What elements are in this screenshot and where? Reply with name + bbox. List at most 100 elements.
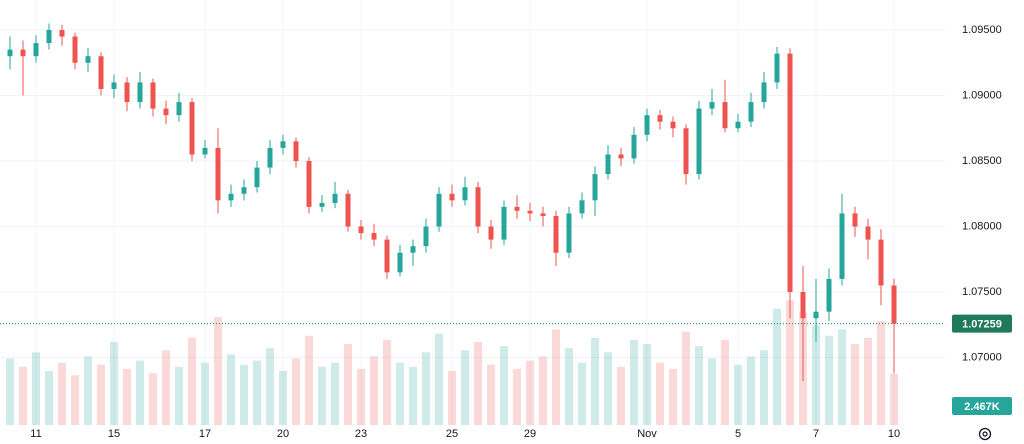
x-tick-label: Nov bbox=[637, 428, 657, 440]
candle-body bbox=[46, 30, 52, 44]
candle-body bbox=[33, 43, 39, 57]
volume-bar bbox=[409, 366, 417, 425]
volume-bar bbox=[513, 368, 521, 425]
candle-body bbox=[761, 82, 767, 103]
candle-body bbox=[98, 56, 104, 89]
candle-body bbox=[527, 210, 533, 214]
volume-bar bbox=[682, 331, 690, 425]
volume-bar bbox=[617, 366, 625, 425]
volume-bar bbox=[435, 333, 443, 425]
candle-body bbox=[878, 239, 884, 286]
volume-bar bbox=[877, 321, 885, 425]
volume-bar bbox=[500, 346, 508, 425]
candle-body bbox=[618, 154, 624, 159]
candle-body bbox=[397, 252, 403, 273]
volume-bar bbox=[136, 360, 144, 425]
candle-body bbox=[319, 202, 325, 207]
candle-body bbox=[410, 246, 416, 253]
candle-body bbox=[111, 82, 117, 89]
volume-bar bbox=[448, 371, 456, 425]
candle-body bbox=[540, 213, 546, 217]
y-tick-label: 1.08000 bbox=[962, 220, 1002, 232]
volume-bar bbox=[32, 352, 40, 425]
candle-body bbox=[644, 115, 650, 135]
volume-bar bbox=[357, 368, 365, 425]
volume-bar bbox=[214, 317, 222, 425]
volume-bar bbox=[162, 350, 170, 425]
candle-body bbox=[150, 82, 156, 109]
volume-bar bbox=[773, 308, 781, 425]
volume-bar bbox=[318, 366, 326, 425]
candle-body bbox=[553, 216, 559, 253]
volume-bar bbox=[45, 371, 53, 425]
volume-bar bbox=[305, 335, 313, 425]
candle-body bbox=[423, 226, 429, 247]
volume-bar bbox=[240, 364, 248, 425]
candle-body bbox=[306, 161, 312, 207]
volume-bar bbox=[604, 352, 612, 425]
volume-bar bbox=[552, 329, 560, 425]
x-tick-label: 23 bbox=[355, 428, 367, 440]
last-price-box bbox=[952, 314, 1012, 333]
volume-bar bbox=[58, 362, 66, 425]
volume-bar bbox=[838, 329, 846, 425]
x-tick-label: 10 bbox=[888, 428, 900, 440]
volume-bar bbox=[344, 344, 352, 425]
volume-bar bbox=[695, 346, 703, 425]
candle-body bbox=[813, 311, 819, 319]
volume-bar bbox=[461, 350, 469, 425]
candle-body bbox=[657, 115, 663, 122]
volume-bar bbox=[110, 341, 118, 425]
gear-center bbox=[982, 431, 988, 437]
candle-body bbox=[826, 278, 832, 312]
volume-bar bbox=[201, 362, 209, 425]
candle-body bbox=[59, 30, 65, 37]
candle-body bbox=[358, 226, 364, 234]
volume-bar bbox=[396, 362, 404, 425]
volume-bar bbox=[825, 335, 833, 425]
volume-bar bbox=[123, 368, 131, 425]
candle-body bbox=[735, 121, 741, 129]
candle-body bbox=[215, 147, 221, 201]
candle-body bbox=[189, 102, 195, 155]
volume-bar bbox=[539, 356, 547, 425]
volume-bar bbox=[669, 368, 677, 425]
y-tick-label: 1.09500 bbox=[962, 24, 1002, 36]
x-tick-label: 5 bbox=[735, 428, 741, 440]
settings-icon[interactable] bbox=[978, 427, 992, 441]
candle-body bbox=[280, 141, 286, 148]
candle-body bbox=[579, 200, 585, 214]
volume-bar bbox=[760, 350, 768, 425]
candle-body bbox=[371, 233, 377, 240]
volume-bar bbox=[630, 339, 638, 425]
volume-pane bbox=[6, 300, 898, 425]
candle-body bbox=[202, 147, 208, 155]
volume-bar bbox=[487, 364, 495, 425]
candle-body bbox=[475, 187, 481, 227]
x-tick-label: 15 bbox=[108, 428, 120, 440]
candle-body bbox=[228, 193, 234, 201]
volume-bar bbox=[227, 354, 235, 425]
last-price-label: 1.07259 bbox=[962, 319, 1002, 331]
candle-body bbox=[891, 285, 897, 324]
candle-body bbox=[865, 226, 871, 240]
candle-body bbox=[800, 292, 806, 319]
volume-bar bbox=[851, 344, 859, 425]
volume-bar bbox=[708, 358, 716, 425]
candle-body bbox=[709, 102, 715, 109]
candle-body bbox=[332, 193, 338, 203]
volume-bar bbox=[747, 356, 755, 425]
volume-bar bbox=[19, 366, 27, 425]
candle-body bbox=[85, 56, 91, 63]
volume-bar bbox=[422, 352, 430, 425]
candle-body bbox=[501, 206, 507, 240]
y-tick-label: 1.09000 bbox=[962, 89, 1002, 101]
candles bbox=[7, 23, 897, 382]
y-tick-label: 1.07000 bbox=[962, 351, 1002, 363]
volume-bar bbox=[6, 358, 14, 425]
candle-body bbox=[839, 213, 845, 279]
volume-bar bbox=[812, 325, 820, 425]
last-volume-box bbox=[952, 397, 1012, 415]
volume-bar bbox=[474, 341, 482, 425]
volume-bar bbox=[253, 360, 261, 425]
